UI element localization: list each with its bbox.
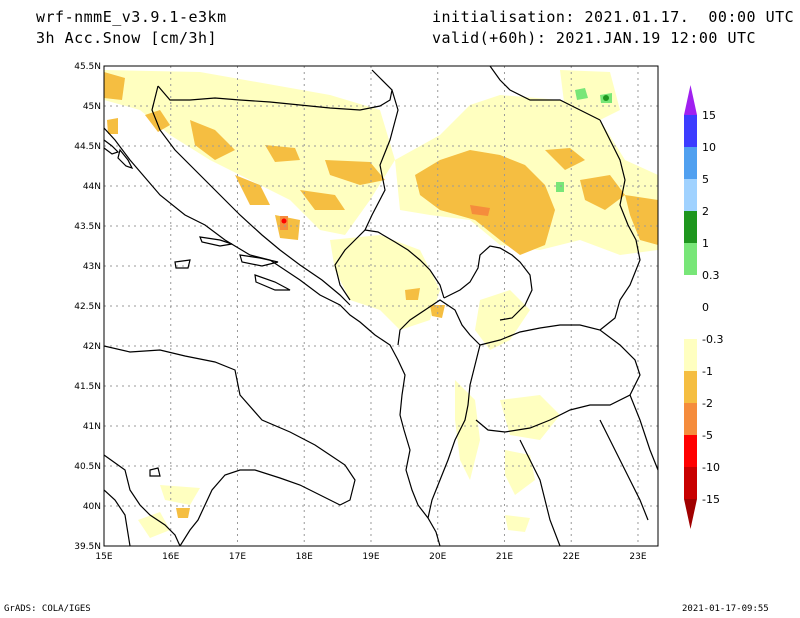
grads-credit: GrADS: COLA/IGES xyxy=(4,604,91,614)
map-frame xyxy=(103,65,659,547)
lon-tick-label: 22E xyxy=(563,552,580,562)
snow-field-layer xyxy=(104,70,658,538)
colorbar-label: -5 xyxy=(702,429,713,442)
lat-tick-label: 40N xyxy=(83,502,101,512)
colorbar-label: -15 xyxy=(702,493,720,506)
lat-tick-labels: 45.5N 45N 44.5N 44N 43.5N 43N 42.5N 42N 41.5N 41N… xyxy=(74,62,101,552)
coastlines-borders xyxy=(104,66,658,546)
lat-tick-label: 43.5N xyxy=(74,222,101,232)
colorbar-label: 0.3 xyxy=(702,269,720,282)
colorbar-label: 0 xyxy=(702,301,709,314)
valid-time: valid(+60h): 2021.JAN.19 12:00 UTC xyxy=(432,29,757,47)
colorbar-label: -0.3 xyxy=(702,333,723,346)
map-grid xyxy=(104,66,658,546)
lat-tick-label: 42.5N xyxy=(74,302,101,312)
lat-tick-label: 42N xyxy=(83,342,101,352)
colorbar-label: 1 xyxy=(702,237,709,250)
colorbar-bin xyxy=(684,243,697,275)
colorbar-label: 15 xyxy=(702,109,716,122)
lat-tick-label: 41N xyxy=(83,422,101,432)
lon-tick-label: 18E xyxy=(296,552,313,562)
lat-tick-label: 41.5N xyxy=(74,382,101,392)
lon-tick-label: 20E xyxy=(429,552,446,562)
colorbar-bin xyxy=(684,467,697,499)
colorbar-label: -2 xyxy=(702,397,713,410)
colorbar-label: -10 xyxy=(702,461,720,474)
lat-tick-label: 44.5N xyxy=(74,142,101,152)
colorbar-bin xyxy=(684,307,697,339)
colorbar-label: -1 xyxy=(702,365,713,378)
colorbar-bin xyxy=(684,179,697,211)
colorbar-bin xyxy=(684,211,697,243)
lon-tick-label: 21E xyxy=(496,552,513,562)
colorbar-top-arrow xyxy=(684,85,697,115)
model-title: wrf-nmmE_v3.9.1-e3km xyxy=(36,8,227,26)
colorbar-label: 10 xyxy=(702,141,716,154)
lon-tick-label: 16E xyxy=(162,552,179,562)
colorbar-bin xyxy=(684,147,697,179)
colorbar-bin xyxy=(684,339,697,371)
render-timestamp: 2021-01-17-09:55 xyxy=(682,604,769,614)
colorbar: 15 10 5 2 1 0.3 0 -0.3 -1 -2 -5 -10 -15 xyxy=(684,85,723,529)
field-title: 3h Acc.Snow [cm/3h] xyxy=(36,29,218,47)
colorbar-bottom-arrow xyxy=(684,499,697,529)
init-time: initialisation: 2021.01.17. 00:00 UTC xyxy=(432,8,795,26)
lon-tick-label: 15E xyxy=(95,552,112,562)
colorbar-bin xyxy=(684,435,697,467)
lat-tick-label: 39.5N xyxy=(74,542,101,552)
colorbar-label: 2 xyxy=(702,205,709,218)
colorbar-bin xyxy=(684,371,697,403)
lon-tick-label: 23E xyxy=(629,552,646,562)
colorbar-label: 5 xyxy=(702,173,709,186)
lon-tick-label: 17E xyxy=(229,552,246,562)
lon-tick-labels: 15E 16E 17E 18E 19E 20E 21E 22E 23E xyxy=(95,552,646,562)
lon-tick-label: 19E xyxy=(362,552,379,562)
colorbar-bin xyxy=(684,275,697,307)
lat-tick-label: 45N xyxy=(83,102,101,112)
colorbar-bin xyxy=(684,403,697,435)
lat-tick-label: 45.5N xyxy=(74,62,101,72)
colorbar-bin xyxy=(684,115,697,147)
lat-tick-label: 43N xyxy=(83,262,101,272)
lat-tick-label: 40.5N xyxy=(74,462,101,472)
lat-tick-label: 44N xyxy=(83,182,101,192)
